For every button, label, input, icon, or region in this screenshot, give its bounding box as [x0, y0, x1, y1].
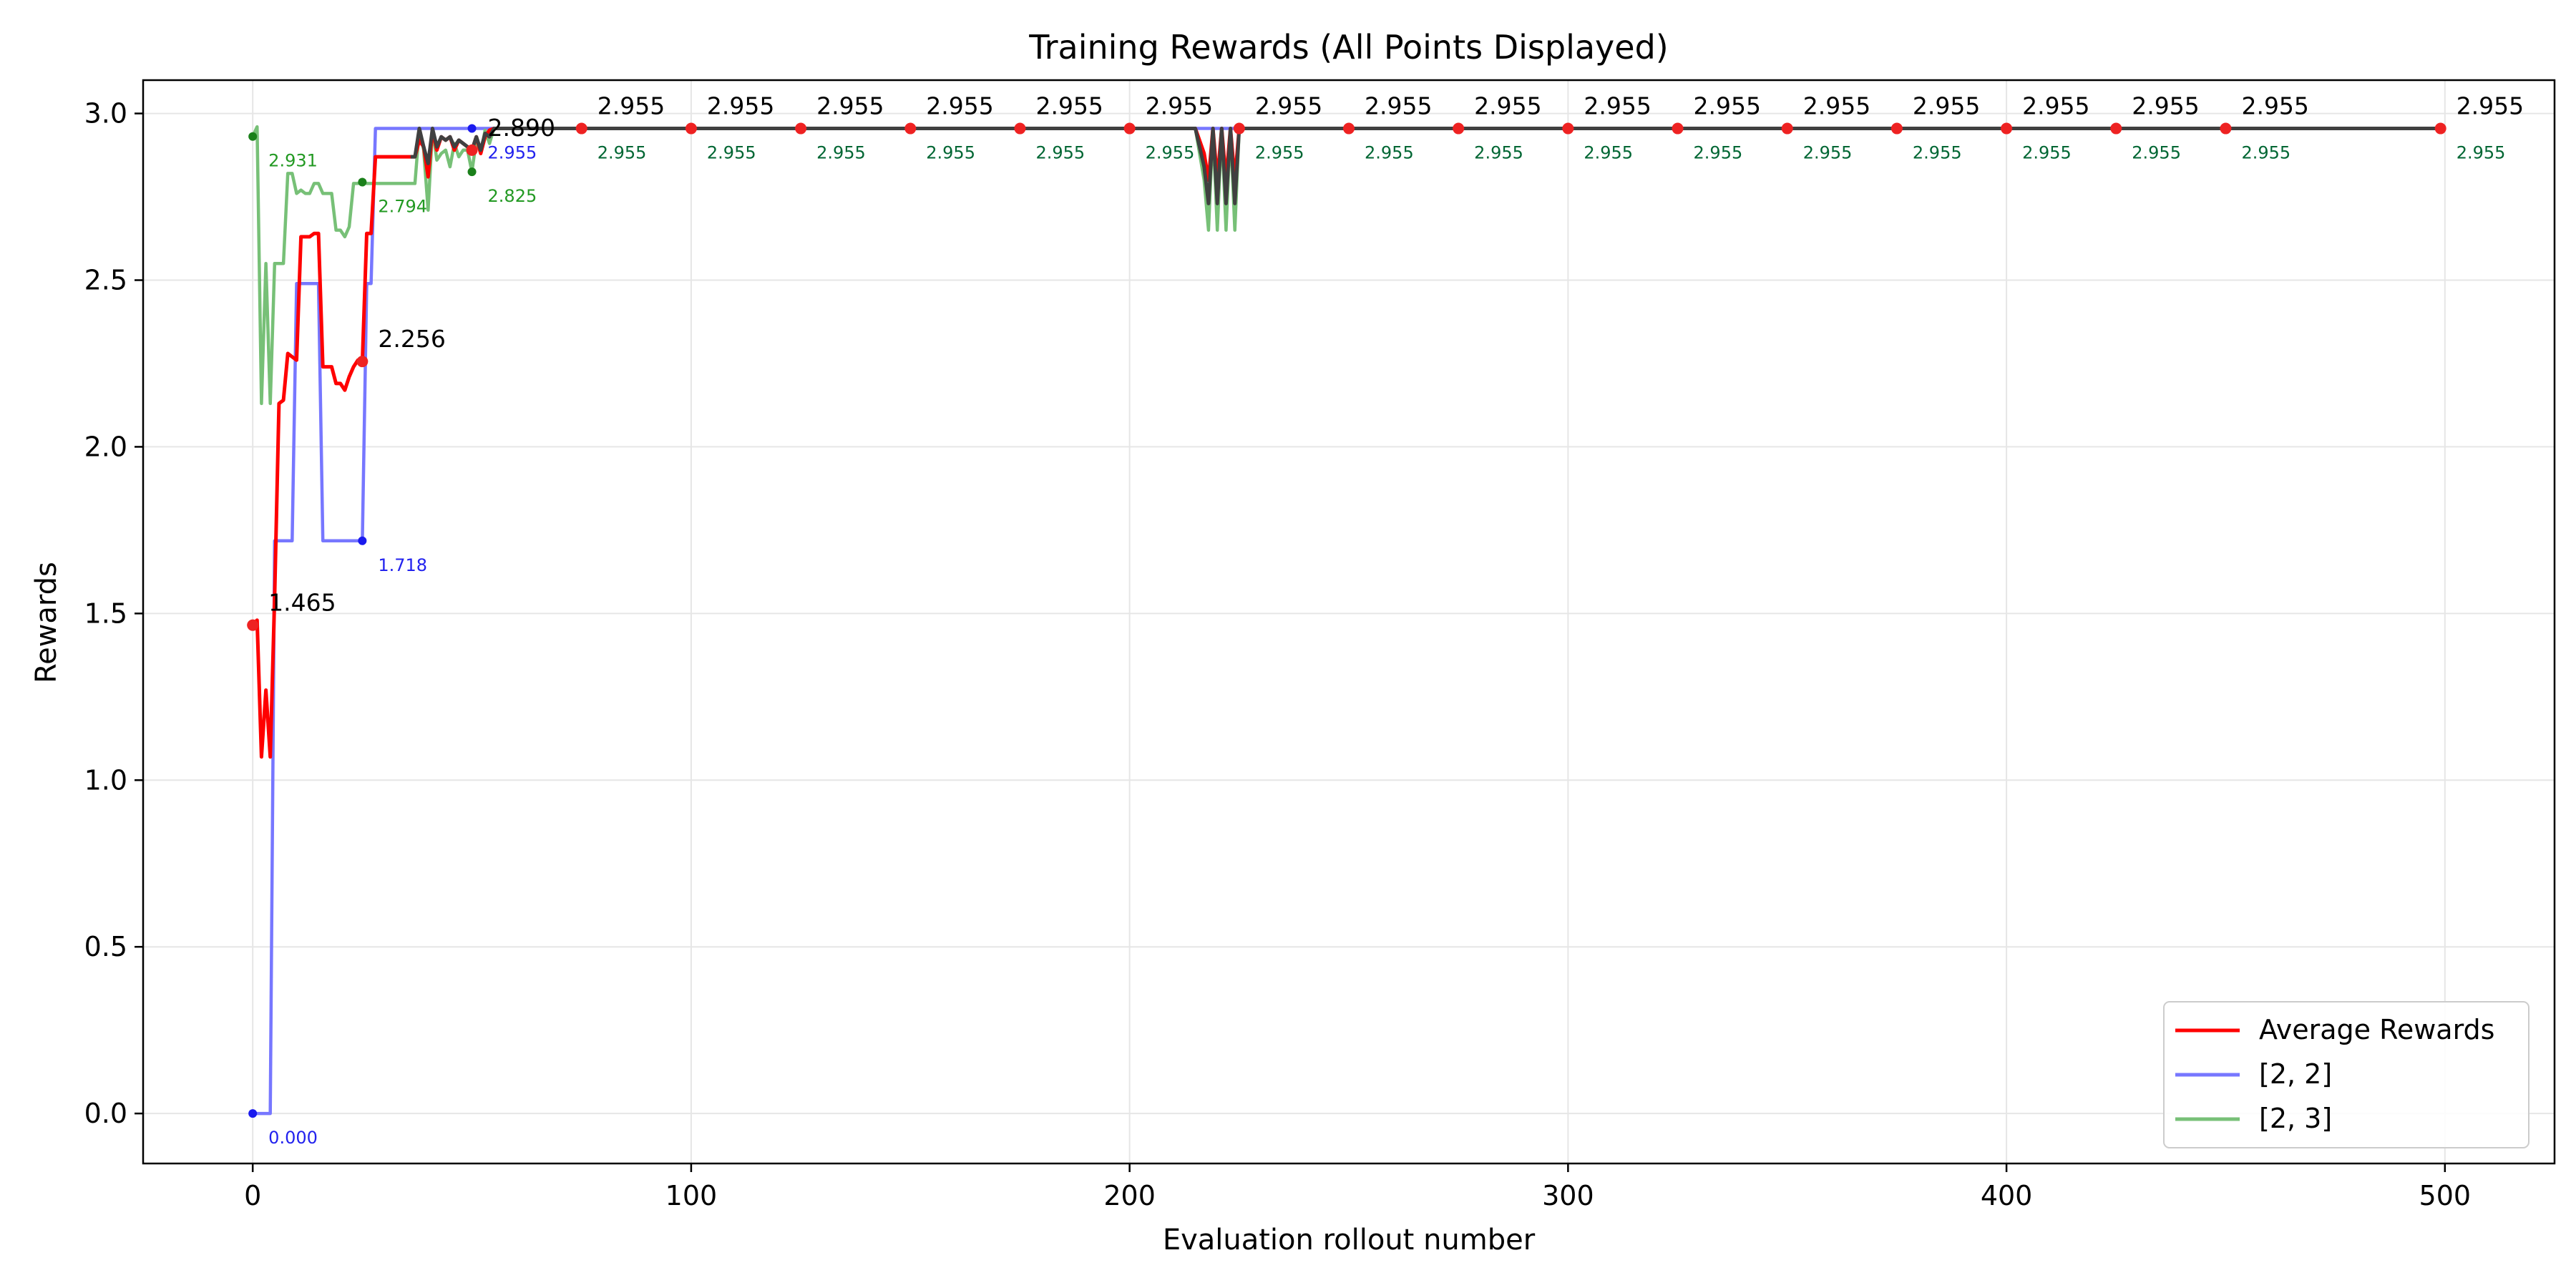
x-axis-ticks: 0 100 200 300 400 500 — [244, 1163, 2471, 1211]
data-point-marker — [2001, 122, 2013, 135]
data-label-overlap: 2.955 — [1146, 143, 1195, 163]
data-point-marker — [1233, 122, 1245, 135]
data-point-marker — [575, 122, 587, 135]
data-label-overlap: 2.955 — [1365, 143, 1414, 163]
data-point-marker — [1014, 122, 1026, 135]
legend-label-average-rewards: Average Rewards — [2259, 1014, 2494, 1045]
data-label-series-2-2: 0.000 — [268, 1128, 318, 1148]
data-label-average: 1.465 — [268, 589, 336, 617]
plot-frame — [142, 79, 2556, 1165]
data-point-marker — [685, 122, 697, 135]
x-tick-label: 0 — [244, 1180, 261, 1211]
data-point-marker — [467, 167, 477, 177]
data-point-marker — [904, 122, 917, 135]
data-label-average: 2.955 — [2241, 92, 2308, 120]
data-label-overlap: 2.955 — [2457, 143, 2506, 163]
data-label-overlap: 2.955 — [2241, 143, 2290, 163]
data-point-marker — [248, 132, 258, 141]
data-label-average: 2.256 — [378, 325, 445, 353]
data-label-series-2-3: 2.931 — [268, 151, 318, 171]
data-point-marker — [467, 124, 477, 133]
legend-label-series-2-3: [2, 3] — [2259, 1103, 2332, 1134]
data-label-overlap: 2.955 — [1584, 143, 1633, 163]
data-label-overlap: 2.955 — [1803, 143, 1853, 163]
data-point-marker — [1781, 122, 1793, 135]
data-point-marker — [358, 177, 367, 187]
data-point-marker — [1890, 122, 1903, 135]
x-tick-label: 200 — [1103, 1180, 1156, 1211]
data-point-marker — [1343, 122, 1355, 135]
data-label-average: 2.955 — [926, 92, 993, 120]
data-label-average: 2.955 — [2457, 92, 2524, 120]
data-point-marker — [248, 1109, 258, 1118]
data-label-average: 2.955 — [1035, 92, 1103, 120]
data-label-average: 2.955 — [1913, 92, 1980, 120]
y-tick-label: 2.0 — [84, 431, 127, 462]
legend: Average Rewards [2, 2] [2, 3] — [2163, 1001, 2529, 1148]
data-label-overlap: 2.955 — [1913, 143, 1962, 163]
data-point-marker — [1453, 122, 1465, 135]
data-label-overlap: 2.955 — [2132, 143, 2181, 163]
data-label-average: 2.955 — [1146, 92, 1213, 120]
grid — [143, 80, 2555, 1163]
data-label-overlap: 2.955 — [1035, 143, 1085, 163]
data-label-series-2-3: 2.794 — [378, 197, 427, 217]
annotations: 1.465 2.256 2.890 2.955 2.955 2.955 2.955 2.955… — [268, 92, 2524, 1148]
data-label-overlap: 2.955 — [1694, 143, 1743, 163]
chart-title: Training Rewards (All Points Displayed) — [1028, 28, 1668, 67]
data-point-marker — [1562, 122, 1574, 135]
data-label-average: 2.955 — [1474, 92, 1541, 120]
data-label-overlap: 2.955 — [1255, 143, 1304, 163]
data-point-marker — [356, 356, 369, 368]
x-tick-label: 100 — [665, 1180, 718, 1211]
data-label-overlap: 2.955 — [1474, 143, 1523, 163]
x-axis-label: Evaluation rollout number — [1163, 1224, 1536, 1257]
data-point-marker — [358, 536, 367, 545]
data-label-average: 2.955 — [1584, 92, 1651, 120]
line-overlap — [410, 127, 2445, 205]
data-point-marker — [1672, 122, 1684, 135]
data-label-overlap: 2.955 — [2022, 143, 2072, 163]
legend-box — [2163, 1001, 2529, 1148]
y-tick-label: 2.5 — [84, 265, 127, 296]
data-label-average: 2.955 — [597, 92, 665, 120]
y-tick-label: 1.0 — [84, 764, 127, 796]
y-tick-label: 0.0 — [84, 1098, 127, 1129]
data-label-average: 2.955 — [1255, 92, 1322, 120]
data-label-average: 2.955 — [2132, 92, 2199, 120]
data-label-overlap: 2.955 — [597, 143, 647, 163]
y-axis-ticks: 0.0 0.5 1.0 1.5 2.0 2.5 3.0 — [84, 98, 143, 1129]
y-tick-label: 0.5 — [84, 931, 127, 962]
data-label-series-2-2: 1.718 — [378, 555, 427, 575]
x-tick-label: 500 — [2419, 1180, 2472, 1211]
data-label-average: 2.955 — [1365, 92, 1432, 120]
data-label-series-2-3: 2.825 — [488, 186, 537, 206]
data-label-overlap: 2.955 — [926, 143, 975, 163]
data-point-marker — [795, 122, 807, 135]
data-label-average: 2.955 — [816, 92, 884, 120]
data-label-overlap: 2.955 — [707, 143, 756, 163]
data-label-average: 2.955 — [1803, 92, 1870, 120]
data-label-average: 2.955 — [1694, 92, 1761, 120]
data-point-marker — [2434, 122, 2446, 135]
x-tick-label: 400 — [1981, 1180, 2033, 1211]
data-label-overlap: 2.955 — [816, 143, 866, 163]
data-point-marker — [1123, 122, 1136, 135]
data-point-marker — [466, 144, 478, 156]
y-tick-label: 3.0 — [84, 98, 127, 130]
x-tick-label: 300 — [1542, 1180, 1594, 1211]
y-axis-label: Rewards — [30, 562, 63, 683]
y-tick-label: 1.5 — [84, 597, 127, 629]
data-point-marker — [2220, 122, 2232, 135]
series-markers — [247, 122, 2446, 1118]
data-label-average: 2.955 — [2022, 92, 2089, 120]
data-label-average: 2.890 — [488, 114, 555, 142]
data-label-series-2-2: 2.955 — [488, 143, 537, 163]
data-point-marker — [2110, 122, 2122, 135]
data-label-average: 2.955 — [707, 92, 774, 120]
legend-label-series-2-2: [2, 2] — [2259, 1058, 2332, 1090]
data-point-marker — [247, 619, 259, 631]
